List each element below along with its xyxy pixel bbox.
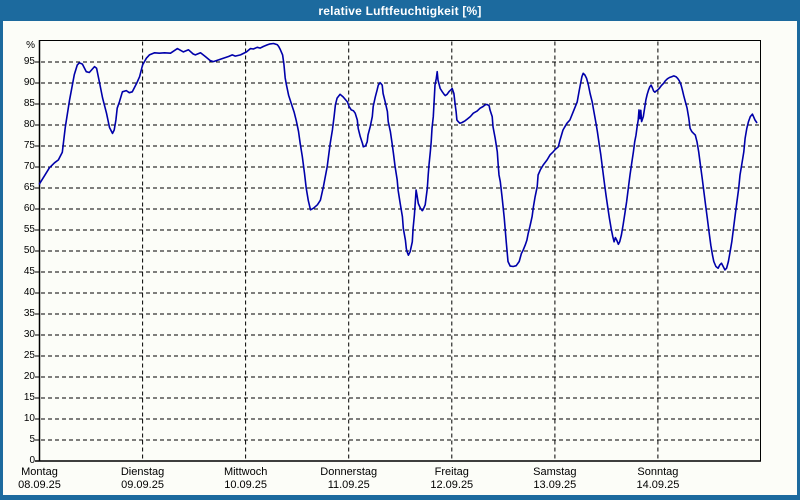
chart-title: relative Luftfeuchtigkeit [%] (318, 3, 482, 18)
window-frame-bottom (0, 495, 800, 500)
humidity-line (38, 42, 758, 271)
window-frame-right (797, 21, 800, 500)
window-frame-left (0, 21, 3, 500)
title-bar: relative Luftfeuchtigkeit [%] (0, 0, 800, 21)
